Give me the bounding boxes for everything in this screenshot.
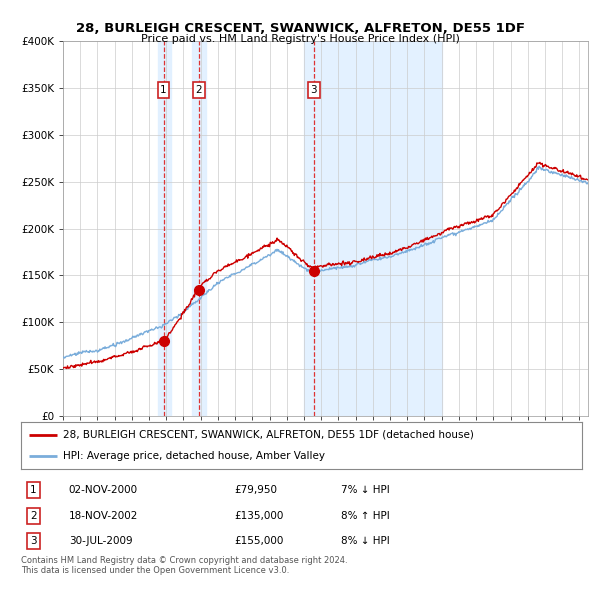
Text: 2: 2 bbox=[196, 85, 202, 95]
Text: This data is licensed under the Open Government Licence v3.0.: This data is licensed under the Open Gov… bbox=[21, 566, 289, 575]
Text: 28, BURLEIGH CRESCENT, SWANWICK, ALFRETON, DE55 1DF: 28, BURLEIGH CRESCENT, SWANWICK, ALFRETO… bbox=[76, 22, 524, 35]
Text: 3: 3 bbox=[311, 85, 317, 95]
Bar bbox=[158, 41, 172, 416]
Text: 8% ↓ HPI: 8% ↓ HPI bbox=[341, 536, 389, 546]
Bar bbox=[304, 41, 442, 416]
Text: £155,000: £155,000 bbox=[234, 536, 284, 546]
Text: Contains HM Land Registry data © Crown copyright and database right 2024.: Contains HM Land Registry data © Crown c… bbox=[21, 556, 347, 565]
Text: HPI: Average price, detached house, Amber Valley: HPI: Average price, detached house, Ambe… bbox=[63, 451, 325, 461]
Text: £79,950: £79,950 bbox=[234, 486, 277, 495]
Text: 02-NOV-2000: 02-NOV-2000 bbox=[68, 486, 138, 495]
Text: Price paid vs. HM Land Registry's House Price Index (HPI): Price paid vs. HM Land Registry's House … bbox=[140, 34, 460, 44]
Text: 1: 1 bbox=[160, 85, 167, 95]
Text: £135,000: £135,000 bbox=[234, 510, 284, 520]
Bar bbox=[192, 41, 206, 416]
Text: 1: 1 bbox=[30, 486, 37, 495]
Text: 2: 2 bbox=[30, 510, 37, 520]
Text: 30-JUL-2009: 30-JUL-2009 bbox=[68, 536, 133, 546]
Text: 7% ↓ HPI: 7% ↓ HPI bbox=[341, 486, 389, 495]
Text: 8% ↑ HPI: 8% ↑ HPI bbox=[341, 510, 389, 520]
Text: 28, BURLEIGH CRESCENT, SWANWICK, ALFRETON, DE55 1DF (detached house): 28, BURLEIGH CRESCENT, SWANWICK, ALFRETO… bbox=[63, 430, 474, 440]
Text: 3: 3 bbox=[30, 536, 37, 546]
Text: 18-NOV-2002: 18-NOV-2002 bbox=[68, 510, 138, 520]
